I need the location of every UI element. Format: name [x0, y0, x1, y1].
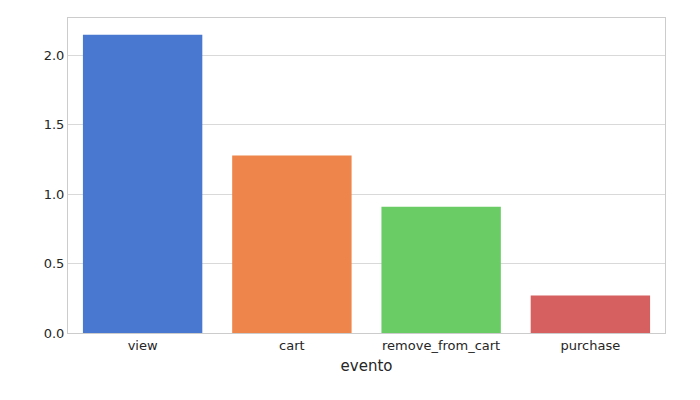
svg-text:1.0: 1.0: [44, 187, 65, 202]
svg-text:cart: cart: [279, 338, 305, 353]
svg-text:evento: evento: [341, 357, 393, 375]
svg-text:remove_from_cart: remove_from_cart: [382, 338, 500, 353]
svg-text:view: view: [128, 338, 158, 353]
svg-text:purchase: purchase: [561, 338, 621, 353]
svg-text:2.0: 2.0: [44, 48, 65, 63]
svg-text:1.5: 1.5: [44, 117, 65, 132]
svg-text:0.5: 0.5: [44, 256, 65, 271]
svg-text:0.0: 0.0: [44, 326, 65, 341]
